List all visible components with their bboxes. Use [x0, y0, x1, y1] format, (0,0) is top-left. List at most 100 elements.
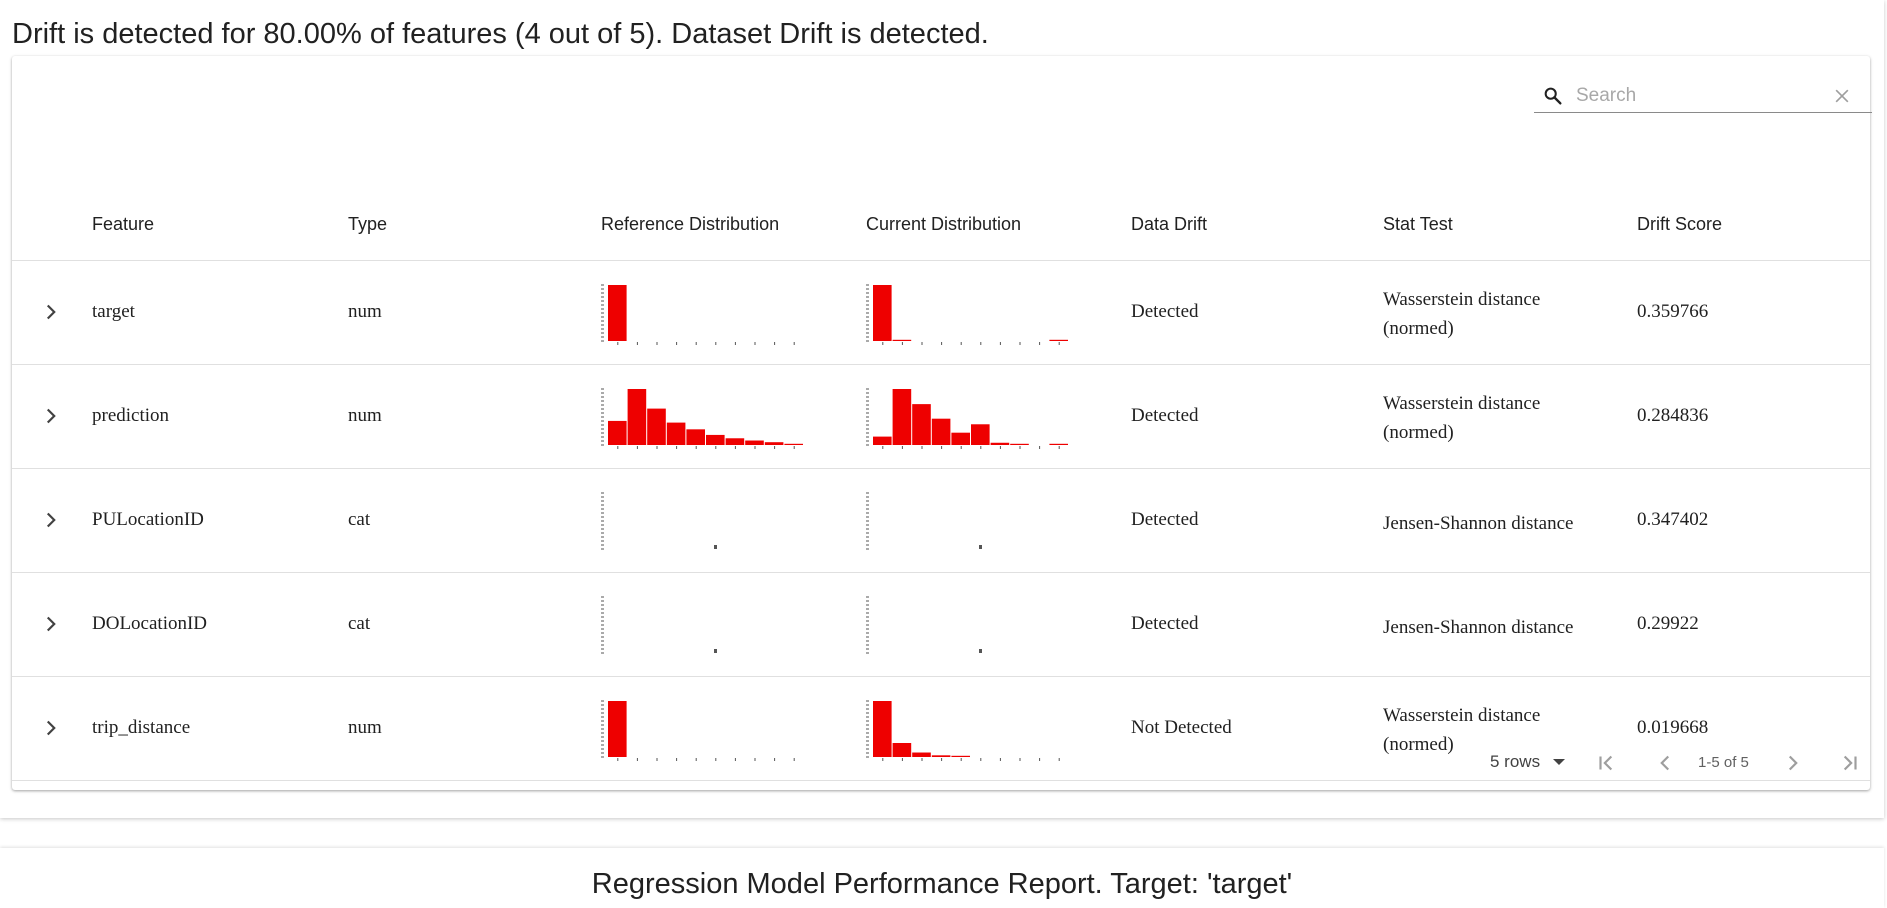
chevron-right-icon[interactable]	[38, 507, 64, 533]
chevron-right-icon[interactable]	[38, 611, 64, 637]
histogram-bar	[1049, 443, 1068, 445]
histogram-bar	[1010, 443, 1029, 445]
table-row: DOLocationID cat Detected Jensen-Shannon…	[12, 573, 1870, 677]
histogram-bar	[764, 442, 784, 445]
stat-test: Wasserstein distance (normed)	[1383, 705, 1541, 755]
feature-type: cat	[348, 509, 371, 530]
histogram-bar	[608, 285, 627, 341]
table-header: Feature Type Reference Distribution Curr…	[12, 152, 1870, 261]
stat-test: Jensen-Shannon distance	[1383, 617, 1574, 638]
caret-down-icon	[1553, 759, 1566, 765]
histogram-bar	[971, 424, 990, 445]
reference-histogram	[601, 284, 795, 345]
column-header-type[interactable]: Type	[348, 214, 388, 234]
column-header-stat-test[interactable]: Stat Test	[1383, 214, 1453, 234]
column-header-drift-score[interactable]: Drift Score	[1637, 214, 1723, 234]
feature-type: num	[348, 301, 382, 322]
next-page-icon[interactable]	[1780, 750, 1806, 776]
feature-name: PULocationID	[92, 509, 204, 530]
table-row: trip_distance num Not Detected Wasserste…	[12, 677, 1870, 781]
current-histogram	[866, 284, 1068, 345]
histogram-bar	[873, 701, 892, 757]
feature-type: cat	[348, 613, 371, 634]
rows-per-page-label: 5 rows	[1490, 752, 1541, 771]
histogram-bar	[951, 755, 970, 757]
search-input[interactable]	[1574, 82, 1828, 110]
last-page-icon[interactable]	[1836, 750, 1862, 776]
histogram-bar	[647, 408, 666, 445]
feature-name: prediction	[92, 405, 170, 426]
category-mark	[979, 545, 982, 549]
drift-score: 0.347402	[1637, 509, 1709, 530]
current-histogram	[866, 596, 982, 654]
histogram-bar	[892, 389, 912, 445]
histogram-bar	[666, 422, 686, 445]
close-icon[interactable]	[1832, 86, 1852, 106]
drift-score: 0.29922	[1637, 613, 1699, 634]
drift-status: Detected	[1131, 301, 1199, 322]
reference-histogram	[601, 700, 795, 761]
page-range: 1-5 of 5	[1698, 754, 1749, 771]
histogram-bar	[931, 418, 951, 445]
column-header-current: Current Distribution	[866, 214, 1022, 234]
drift-summary: Drift is detected for 80.00% of features…	[12, 18, 989, 50]
current-histogram	[866, 388, 1068, 449]
data-drift-card: Drift is detected for 80.00% of features…	[12, 18, 1872, 790]
histogram-bar	[608, 701, 627, 757]
drift-status: Detected	[1131, 509, 1199, 530]
drift-score: 0.019668	[1637, 717, 1709, 738]
histogram-bar	[725, 438, 745, 445]
histogram-bar	[745, 440, 764, 445]
table-row: PULocationID cat Detected Jensen-Shannon…	[12, 469, 1870, 573]
table-row: prediction num Detected Wasserstein dist…	[12, 365, 1870, 469]
histogram-bar	[892, 339, 912, 341]
histogram-bar	[892, 743, 912, 757]
histogram-bar	[873, 436, 892, 445]
histogram-bar	[1049, 339, 1068, 341]
column-header-reference: Reference Distribution	[601, 214, 780, 234]
column-header-drift[interactable]: Data Drift	[1131, 214, 1208, 234]
category-mark	[714, 545, 717, 549]
chevron-right-icon[interactable]	[38, 299, 64, 325]
first-page-icon[interactable]	[1594, 750, 1620, 776]
rows-per-page-select[interactable]: 5 rows	[1490, 752, 1566, 772]
feature-type: num	[348, 717, 382, 738]
chevron-right-icon[interactable]	[38, 403, 64, 429]
category-mark	[714, 649, 717, 653]
current-histogram	[866, 492, 982, 550]
histogram-bar	[951, 432, 970, 445]
histogram-bar	[912, 404, 931, 445]
histogram-bar	[912, 752, 931, 757]
column-header-feature[interactable]: Feature	[92, 214, 155, 234]
histogram-bar	[686, 429, 705, 445]
search-icon	[1544, 87, 1562, 105]
drift-status: Detected	[1131, 405, 1199, 426]
feature-name: DOLocationID	[92, 613, 208, 634]
feature-name: trip_distance	[92, 717, 191, 738]
feature-type: num	[348, 405, 382, 426]
drift-table: Feature Type Reference Distribution Curr…	[12, 56, 1872, 790]
previous-page-icon[interactable]	[1652, 750, 1678, 776]
drift-status: Detected	[1131, 613, 1199, 634]
reference-histogram	[601, 596, 717, 654]
histogram-bar	[931, 755, 951, 757]
table-row: target num Detected Wasserstein distance…	[12, 261, 1870, 365]
stat-test: Wasserstein distance (normed)	[1383, 393, 1541, 443]
stat-test: Jensen-Shannon distance	[1383, 513, 1574, 534]
drift-score: 0.284836	[1637, 405, 1709, 426]
pagination: 5 rows 1-5 of 5	[12, 732, 1870, 788]
stat-test: Wasserstein distance (normed)	[1383, 289, 1541, 339]
histogram-bar	[627, 389, 647, 445]
chevron-right-icon[interactable]	[38, 715, 64, 741]
regression-report-card: Regression Model Performance Report. Tar…	[0, 848, 1884, 908]
reference-histogram	[601, 388, 803, 449]
histogram-bar	[873, 285, 892, 341]
reference-histogram	[601, 492, 717, 550]
current-histogram	[866, 700, 1060, 761]
drift-status: Not Detected	[1131, 717, 1232, 738]
histogram-bar	[706, 434, 725, 445]
feature-name: target	[92, 301, 135, 322]
histogram-bar	[990, 442, 1010, 445]
category-mark	[979, 649, 982, 653]
section-title: Regression Model Performance Report. Tar…	[591, 868, 1293, 900]
